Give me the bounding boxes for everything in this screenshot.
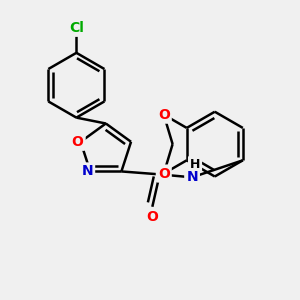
Text: N: N (82, 164, 93, 178)
Text: O: O (158, 108, 170, 122)
Text: O: O (72, 135, 84, 149)
Text: N: N (186, 170, 198, 184)
Text: O: O (146, 210, 158, 224)
Text: O: O (158, 167, 170, 181)
Text: H: H (190, 158, 200, 171)
Text: Cl: Cl (69, 21, 84, 35)
